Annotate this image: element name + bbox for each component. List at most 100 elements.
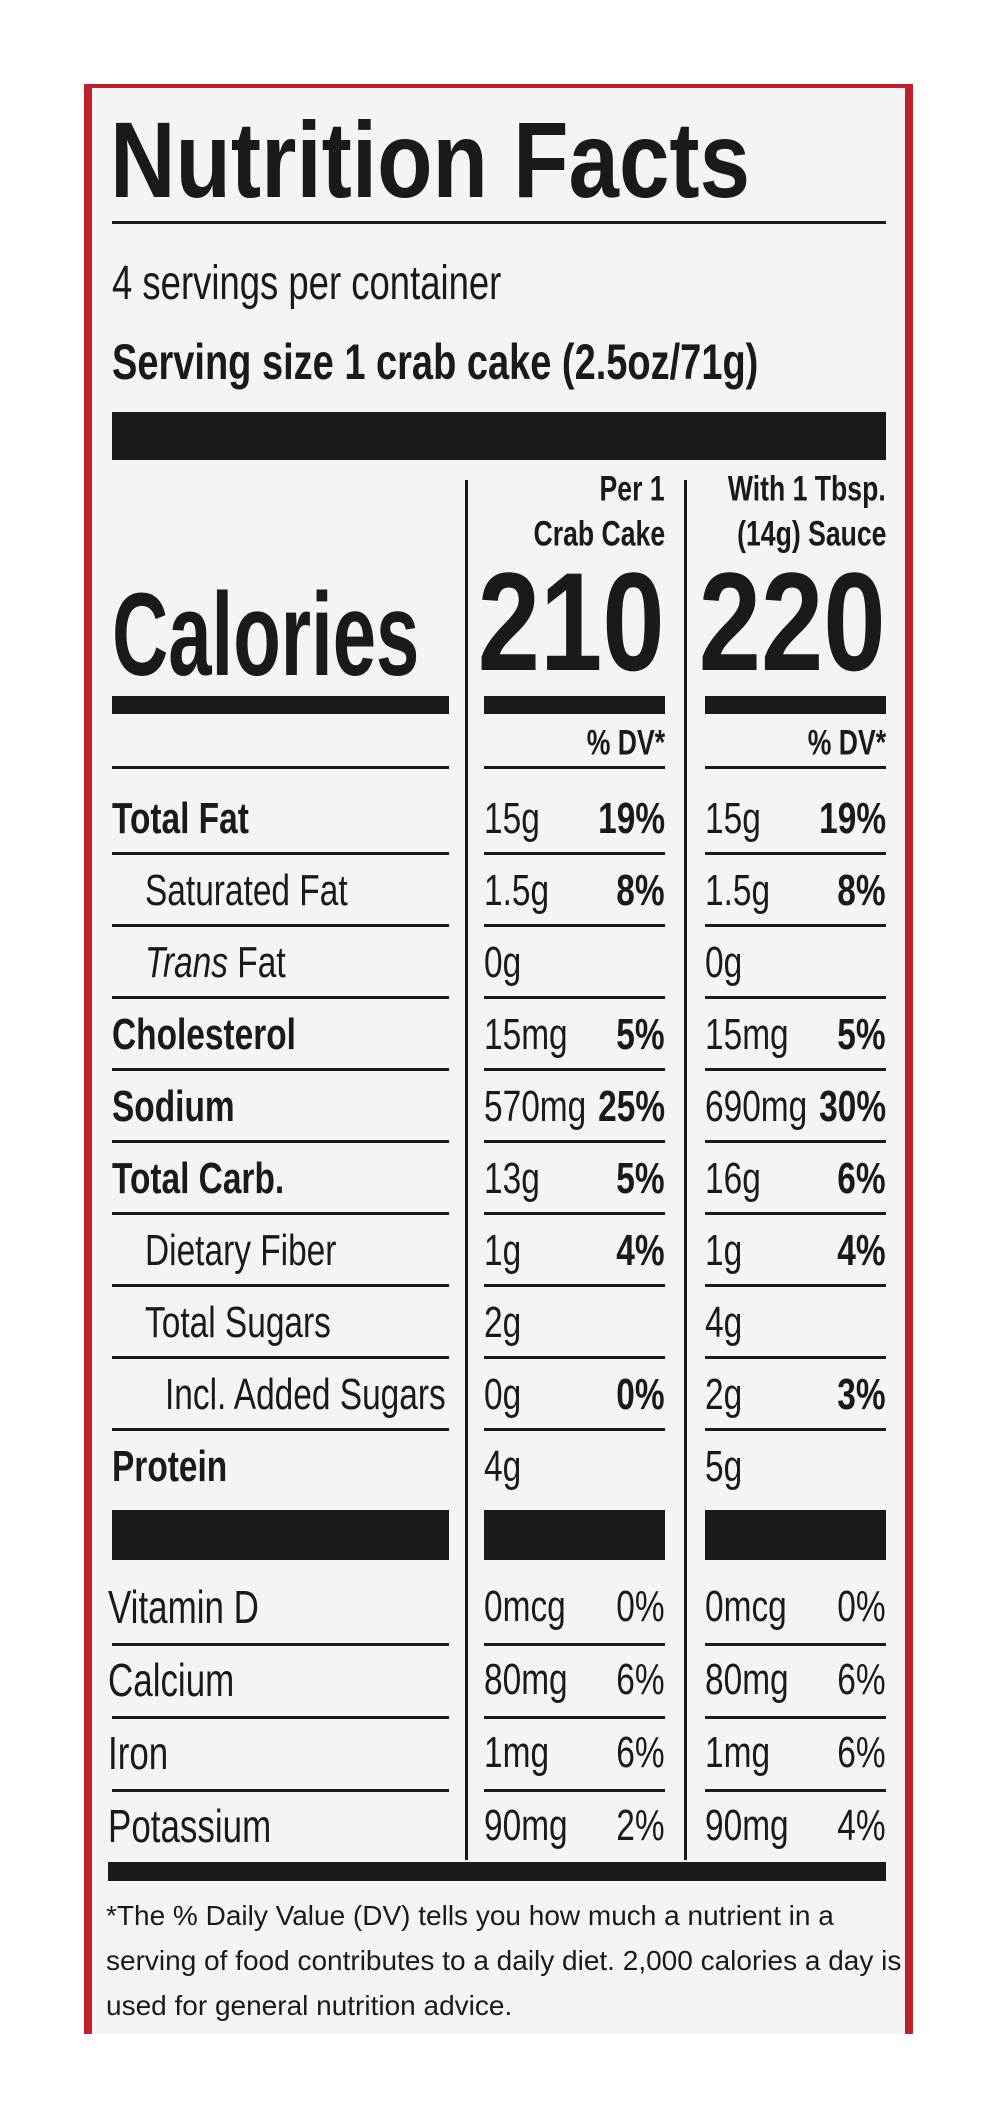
row-rule xyxy=(112,766,449,769)
row-rule xyxy=(484,1068,665,1071)
row-rule xyxy=(705,1716,886,1719)
row-rule xyxy=(705,1643,886,1646)
daily-value: 8% xyxy=(616,866,665,915)
amount: 5g xyxy=(705,1442,743,1491)
row-rule xyxy=(705,852,886,855)
column-header: (14g) Sauce xyxy=(736,514,886,554)
column-divider xyxy=(465,480,468,1860)
amount: 4g xyxy=(484,1442,522,1491)
row-rule xyxy=(484,1212,665,1215)
row-rule xyxy=(705,1356,886,1359)
row-rule xyxy=(112,1284,449,1287)
nutrient-name: Sodium xyxy=(112,1082,235,1131)
row-rule xyxy=(484,1789,665,1792)
row-rule xyxy=(705,1428,886,1431)
vitamin-name: Potassium xyxy=(108,1800,272,1852)
row-rule xyxy=(484,924,665,927)
amount: 2g xyxy=(484,1298,522,1347)
row-rule xyxy=(484,1428,665,1431)
thick-bar xyxy=(112,412,886,460)
row-rule xyxy=(112,996,449,999)
daily-value: 5% xyxy=(616,1154,665,1203)
dv-header: % DV* xyxy=(586,723,665,763)
daily-value: 0% xyxy=(616,1582,665,1631)
rule xyxy=(112,221,886,224)
nutrient-name: Trans Fat xyxy=(145,941,286,985)
nutrient-name: Protein xyxy=(112,1442,228,1491)
daily-value: 30% xyxy=(819,1082,886,1131)
row-rule xyxy=(112,1356,449,1359)
daily-value: 4% xyxy=(616,1226,665,1275)
nutrient-name-rest: Fat xyxy=(237,938,286,987)
row-rule xyxy=(705,1068,886,1071)
daily-value: 0% xyxy=(837,1582,886,1631)
amount: 13g xyxy=(484,1154,540,1203)
daily-value: 3% xyxy=(837,1370,886,1419)
daily-value: 4% xyxy=(837,1801,886,1850)
row-rule xyxy=(112,852,449,855)
amount: 0mcg xyxy=(705,1582,787,1631)
calories-bar xyxy=(705,696,886,714)
thick-bar xyxy=(484,1510,665,1560)
amount: 15g xyxy=(484,794,540,843)
amount: 0mcg xyxy=(484,1582,566,1631)
nutrient-name: Cholesterol xyxy=(112,1010,296,1059)
row-rule xyxy=(705,766,886,769)
row-rule xyxy=(705,1140,886,1143)
row-rule xyxy=(484,1140,665,1143)
amount: 80mg xyxy=(484,1655,568,1704)
nutrient-name-italic: Trans xyxy=(145,938,229,987)
daily-value: 6% xyxy=(837,1728,886,1777)
amount: 80mg xyxy=(705,1655,789,1704)
title: Nutrition Facts xyxy=(110,99,751,220)
row-rule xyxy=(705,924,886,927)
servings: 4 servings per container xyxy=(112,257,502,310)
calories-bar xyxy=(112,696,449,714)
nutrient-name: Total Carb. xyxy=(112,1154,285,1203)
row-rule xyxy=(112,1428,449,1431)
dv-header: % DV* xyxy=(807,723,886,763)
row-rule xyxy=(705,1789,886,1792)
column-header: With 1 Tbsp. xyxy=(728,469,886,509)
amount: 90mg xyxy=(705,1801,789,1850)
row-rule xyxy=(112,1140,449,1143)
thick-bar xyxy=(108,1862,886,1881)
amount: 1mg xyxy=(484,1728,550,1777)
daily-value: 6% xyxy=(837,1655,886,1704)
amount: 0g xyxy=(484,1370,522,1419)
row-rule xyxy=(484,1643,665,1646)
calories-value: 210 xyxy=(478,543,665,700)
amount: 1.5g xyxy=(705,866,771,915)
row-rule xyxy=(484,1356,665,1359)
daily-value: 5% xyxy=(616,1010,665,1059)
nutrient-name: Dietary Fiber xyxy=(145,1226,337,1275)
column-header: Crab Cake xyxy=(533,514,665,554)
amount: 15mg xyxy=(484,1010,568,1059)
thick-bar xyxy=(112,1510,449,1560)
amount: 2g xyxy=(705,1370,743,1419)
amount: 1mg xyxy=(705,1728,771,1777)
amount: 90mg xyxy=(484,1801,568,1850)
row-rule xyxy=(484,852,665,855)
calories-value: 220 xyxy=(699,543,886,700)
calories-bar xyxy=(484,696,665,714)
vitamin-name: Vitamin D xyxy=(108,1581,259,1633)
amount: 570mg xyxy=(484,1082,587,1131)
nutrient-name: Saturated Fat xyxy=(145,866,348,915)
daily-value: 8% xyxy=(837,866,886,915)
calories-label: Calories xyxy=(112,569,420,701)
row-rule xyxy=(112,1643,449,1646)
row-rule xyxy=(112,1789,449,1792)
amount: 15mg xyxy=(705,1010,789,1059)
daily-value: 6% xyxy=(616,1655,665,1704)
column-header: Per 1 xyxy=(599,469,665,509)
amount: 4g xyxy=(705,1298,743,1347)
column-divider xyxy=(684,480,687,1860)
thick-bar xyxy=(705,1510,886,1560)
serving-size: Serving size 1 crab cake (2.5oz/71g) xyxy=(112,334,759,390)
daily-value: 5% xyxy=(837,1010,886,1059)
nutrient-name: Total Fat xyxy=(112,794,249,843)
daily-value: 6% xyxy=(837,1154,886,1203)
row-rule xyxy=(112,924,449,927)
nutrient-name: Incl. Added Sugars xyxy=(165,1370,446,1419)
